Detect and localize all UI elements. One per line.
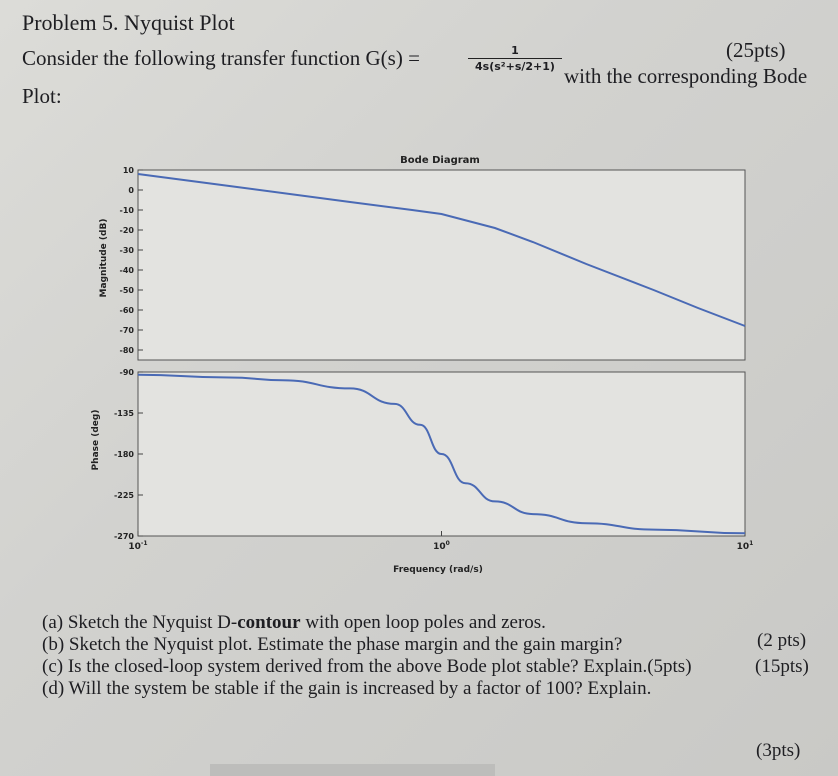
question-c: (c) Is the closed-loop system derived fr… (42, 656, 692, 677)
problem-points: (25pts) (726, 38, 786, 62)
question-a-post: with open loop poles and zeros. (300, 612, 546, 633)
phase-tick-label: -135 (114, 409, 134, 418)
phase-tick-label: -180 (114, 450, 134, 459)
tf-denominator: 4s(s²+s/2+1) (475, 60, 555, 73)
question-b: (b) Sketch the Nyquist plot. Estimate th… (42, 634, 623, 655)
phase-tick-label: -90 (120, 368, 135, 377)
magnitude-curve (137, 173, 746, 327)
magnitude-axis-label: Magnitude (dB) (99, 219, 109, 298)
question-a-bold: contour (237, 612, 301, 633)
magnitude-tick-label: -50 (120, 286, 135, 295)
magnitude-tick-label: -60 (120, 306, 135, 315)
question-d-points: (3pts) (756, 740, 801, 761)
problem-intro: Consider the following transfer function… (22, 46, 420, 70)
phase-curve (137, 373, 746, 535)
magnitude-tick-label: -70 (120, 326, 135, 335)
fraction-bar (468, 58, 562, 59)
tf-numerator: 1 (511, 44, 519, 57)
question-d: (d) Will the system be stable if the gai… (42, 678, 652, 699)
magnitude-tick-label: -10 (120, 206, 135, 215)
magnitude-tick-label: -80 (120, 346, 135, 355)
bode-title: Bode Diagram (400, 155, 480, 166)
magnitude-tick-label: -20 (120, 226, 135, 235)
phase-axis-label: Phase (deg) (91, 410, 101, 471)
magnitude-frame (137, 169, 746, 361)
transfer-function-fraction: 1 4s(s²+s/2+1) (468, 45, 562, 73)
frequency-tick-label: 10-1 (128, 540, 147, 552)
bode-diagram: Bode Diagram Magnitude (dB) Phase (deg) … (91, 155, 753, 575)
phase-ticks: -90 -135 -180 -225 -270 (114, 368, 143, 541)
magnitude-tick-label: -40 (120, 266, 135, 275)
magnitude-panel (137, 169, 746, 361)
magnitude-tick-label: -30 (120, 246, 135, 255)
phase-tick-label: -270 (114, 532, 134, 541)
question-a-points: (2 pts) (757, 630, 807, 651)
frequency-tick-label: 101 (737, 540, 754, 552)
problem-title: Problem 5. Nyquist Plot (22, 10, 235, 35)
magnitude-tick-label: 0 (128, 186, 134, 195)
problem-intro-tail: with the corresponding Bode (564, 64, 808, 88)
bottom-shadow (210, 764, 495, 776)
magnitude-ticks: 10 0 -10 -20 -30 -40 -50 -60 -70 -80 (120, 166, 143, 355)
frequency-axis-label: Frequency (rad/s) (393, 565, 483, 575)
frequency-ticks: 10-1 100 101 (128, 531, 753, 552)
magnitude-tick-label: 10 (123, 166, 135, 175)
frequency-tick-label: 100 (433, 540, 450, 552)
question-a-pre: (a) Sketch the Nyquist D- (42, 612, 238, 633)
question-a: (a) Sketch the Nyquist D-contour with op… (42, 612, 546, 634)
plot-label: Plot: (22, 84, 62, 108)
phase-tick-label: -225 (114, 491, 134, 500)
question-b-points: (15pts) (755, 656, 809, 677)
